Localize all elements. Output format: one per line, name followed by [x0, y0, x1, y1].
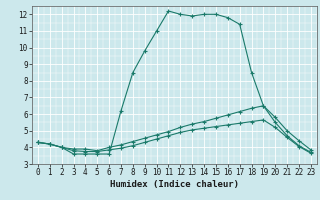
X-axis label: Humidex (Indice chaleur): Humidex (Indice chaleur): [110, 180, 239, 189]
